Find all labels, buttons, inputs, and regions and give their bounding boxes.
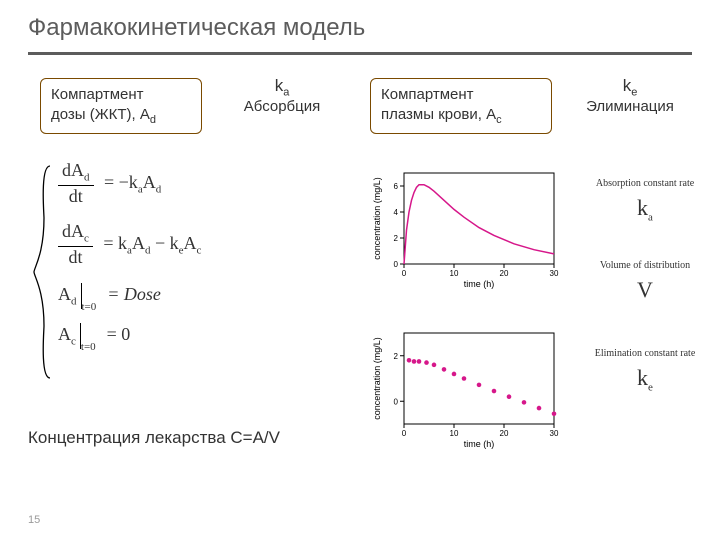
svg-text:10: 10 <box>450 269 459 278</box>
eq-row-1: dAddt = −kaAd <box>58 160 201 207</box>
param-ka: Absorption constant rate ka <box>580 178 710 223</box>
svg-text:time (h): time (h) <box>464 439 495 449</box>
svg-text:time (h): time (h) <box>464 279 495 289</box>
svg-text:10: 10 <box>450 429 459 438</box>
param-ke: Elimination constant rate ke <box>580 348 710 393</box>
dose-compartment-box: Компартмент дозы (ЖКТ), Ad <box>40 78 202 134</box>
svg-text:30: 30 <box>550 269 559 278</box>
svg-text:30: 30 <box>550 429 559 438</box>
svg-text:0: 0 <box>402 429 407 438</box>
slide-number: 15 <box>28 514 40 526</box>
log-concentration-time-chart: 0 10 20 30 0 2 time (h) concentration (mg/L) <box>370 325 560 450</box>
brace-icon <box>32 164 54 380</box>
ka-arrow-label: ka Абсорбция <box>232 76 332 115</box>
svg-text:0: 0 <box>394 397 399 406</box>
svg-text:0: 0 <box>402 269 407 278</box>
svg-text:20: 20 <box>500 269 509 278</box>
concentration-time-chart: 0 10 20 30 0 2 4 6 time (h) concentration (mg/L) <box>370 165 560 290</box>
plasma-line2: плазмы крови, Ac <box>381 106 502 123</box>
dose-line1: Компартмент <box>51 86 144 103</box>
concentration-formula: Концентрация лекарства C=A/V <box>28 428 280 448</box>
svg-text:20: 20 <box>500 429 509 438</box>
plasma-line1: Компартмент <box>381 86 474 103</box>
eq-row-3: Adt=0 = Dose <box>58 283 201 309</box>
svg-text:concentration (mg/L): concentration (mg/L) <box>372 177 382 260</box>
svg-text:2: 2 <box>394 352 399 361</box>
svg-text:6: 6 <box>394 182 399 191</box>
svg-text:0: 0 <box>394 260 399 269</box>
svg-text:concentration (mg/L): concentration (mg/L) <box>372 337 382 420</box>
svg-text:4: 4 <box>394 208 399 217</box>
slide-title: Фармакокинетическая модель <box>28 14 365 42</box>
title-rule <box>28 52 692 55</box>
dose-line2: дозы (ЖКТ), Ad <box>51 106 156 123</box>
plasma-compartment-box: Компартмент плазмы крови, Ac <box>370 78 552 134</box>
eq-row-4: Act=0 = 0 <box>58 323 201 349</box>
svg-text:2: 2 <box>394 234 399 243</box>
eq-row-2: dAcdt = kaAd − keAc <box>58 221 201 268</box>
ke-arrow-label: ke Элиминация <box>580 76 680 115</box>
param-V: Volume of distribution V <box>580 260 710 303</box>
